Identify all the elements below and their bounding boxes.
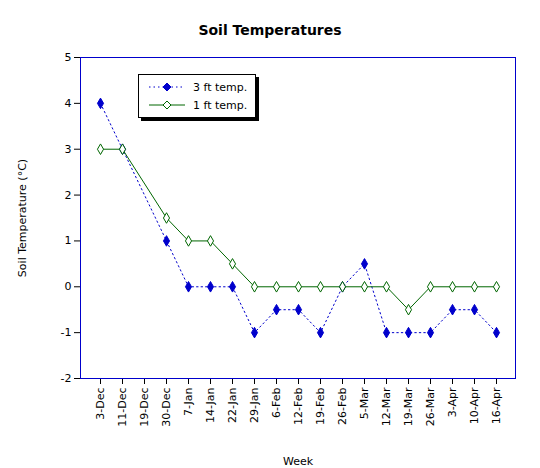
svg-text:0: 0 — [65, 280, 72, 293]
svg-text:10-Apr: 10-Apr — [468, 387, 481, 424]
svg-text:4: 4 — [65, 97, 72, 110]
svg-text:26-Feb: 26-Feb — [336, 387, 349, 424]
svg-text:7-Jan: 7-Jan — [182, 387, 195, 416]
svg-text:22-Jan: 22-Jan — [226, 387, 239, 423]
html-text:1 ft temp.: 1 ft temp. — [193, 98, 248, 112]
svg-text:-1: -1 — [61, 326, 72, 339]
html-text:Soil Temperatures: Soil Temperatures — [198, 22, 342, 38]
svg-text:29-Jan: 29-Jan — [248, 387, 261, 423]
svg-text:3: 3 — [65, 143, 72, 156]
svg-text:26-Mar: 26-Mar — [424, 387, 437, 426]
svg-text:30-Dec: 30-Dec — [160, 388, 173, 427]
svg-text:12-Mar: 12-Mar — [380, 387, 393, 426]
svg-text:Week: Week — [283, 455, 314, 468]
svg-text:1: 1 — [65, 234, 72, 247]
svg-text:5-Mar: 5-Mar — [358, 387, 371, 419]
svg-text:12-Feb: 12-Feb — [292, 387, 305, 424]
svg-text:-2: -2 — [61, 372, 72, 385]
svg-text:3-Apr: 3-Apr — [446, 387, 459, 417]
svg-text:19-Feb: 19-Feb — [314, 387, 327, 424]
svg-text:19-Dec: 19-Dec — [138, 388, 151, 427]
svg-text:19-Mar: 19-Mar — [402, 387, 415, 426]
svg-text:16-Apr: 16-Apr — [490, 387, 503, 424]
svg-text:11-Dec: 11-Dec — [116, 388, 129, 427]
svg-text:Soil Temperature (°C): Soil Temperature (°C) — [16, 159, 29, 277]
html-text:3 ft temp.: 3 ft temp. — [193, 80, 248, 94]
svg-text:14-Jan: 14-Jan — [204, 387, 217, 423]
svg-text:5: 5 — [65, 51, 72, 64]
svg-text:2: 2 — [65, 189, 72, 202]
svg-text:6-Feb: 6-Feb — [270, 387, 283, 417]
svg-text:3-Dec: 3-Dec — [94, 388, 107, 420]
